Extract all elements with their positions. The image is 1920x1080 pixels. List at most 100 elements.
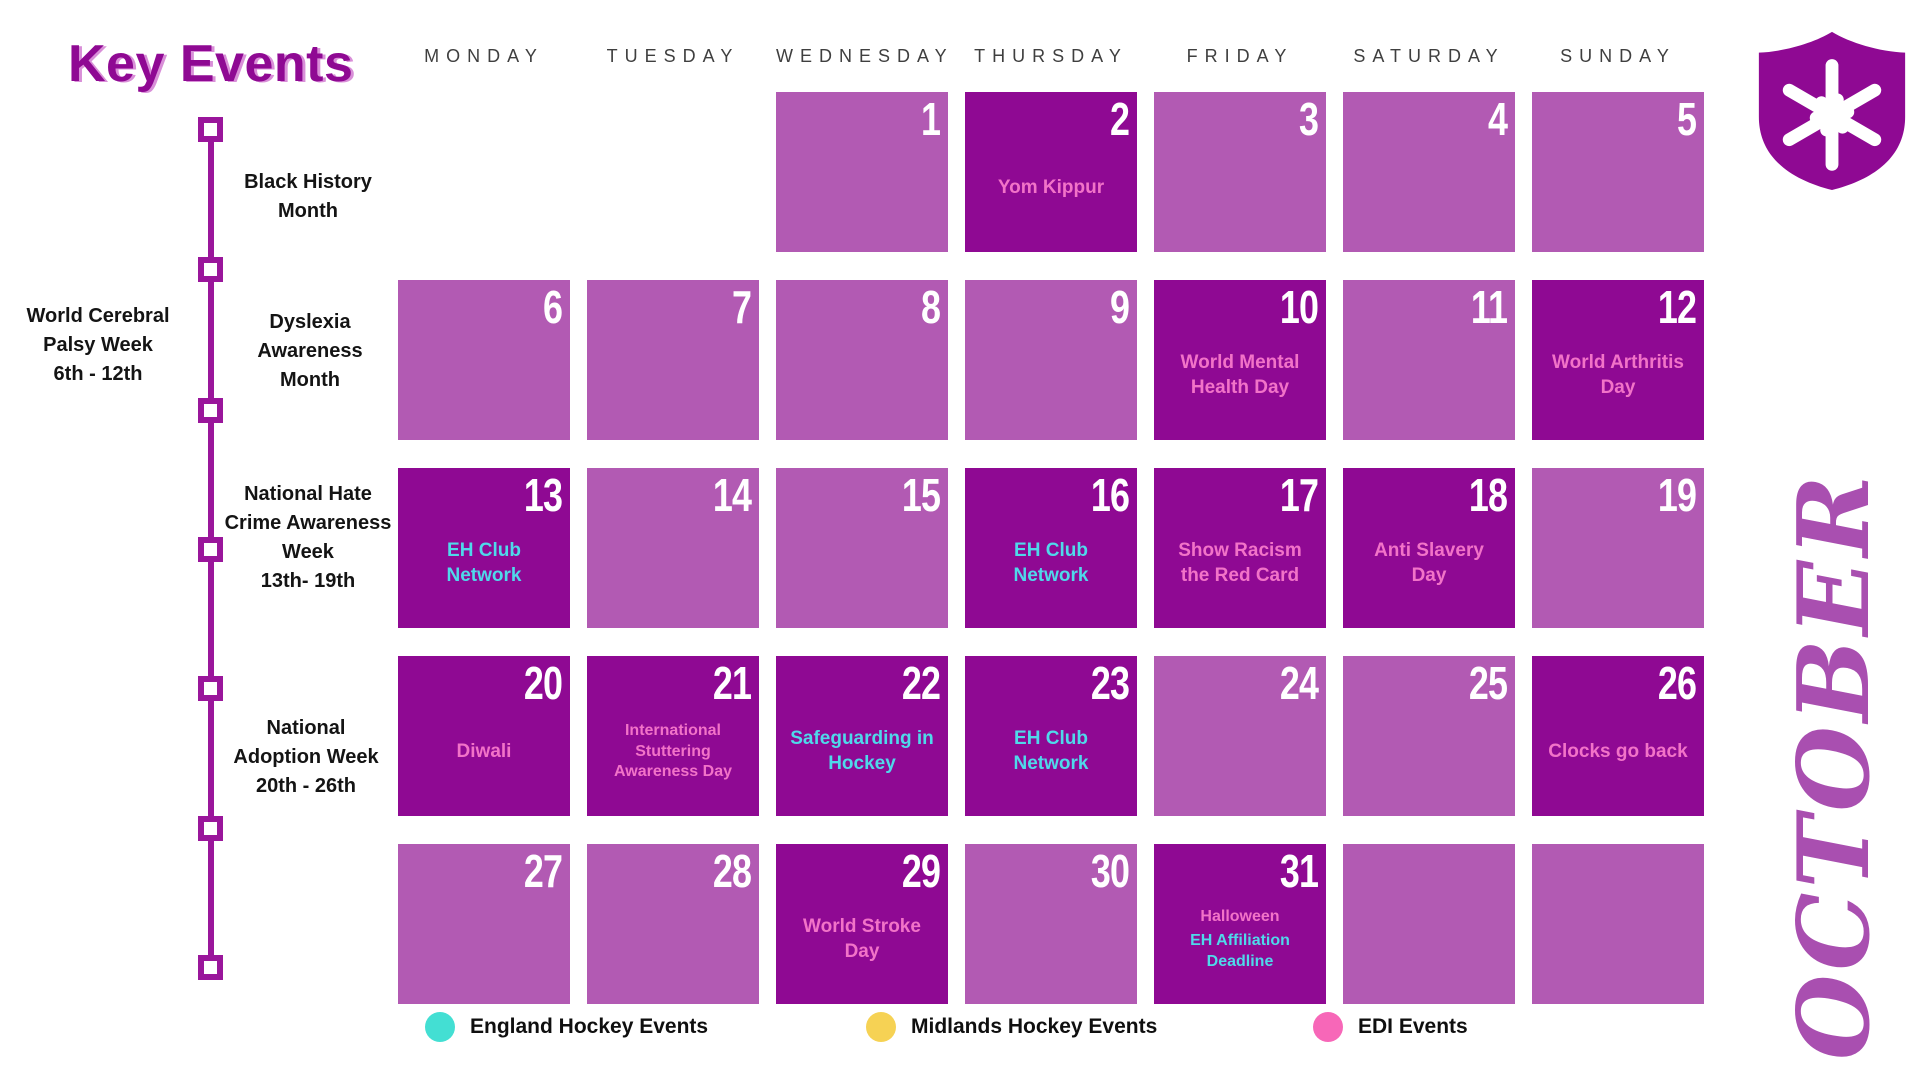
day-number: 27 — [523, 845, 563, 897]
calendar-day-cell: 6 — [398, 280, 570, 440]
hockey-sticks-icon — [1782, 59, 1882, 171]
timeline-node — [198, 117, 223, 142]
timeline-node — [198, 816, 223, 841]
timeline-label-line: Week — [282, 541, 334, 563]
calendar-day-cell: 17 Show Racism the Red Card — [1154, 468, 1326, 628]
weekday-header: WEDNESDAY — [776, 46, 954, 66]
timeline-label-line: National — [266, 717, 346, 739]
event-list — [587, 898, 759, 1004]
day-number: 29 — [901, 845, 941, 897]
event-list: Anti Slavery Day — [1343, 522, 1515, 628]
calendar-day-cell: 9 — [965, 280, 1137, 440]
event-label: International Stuttering Awareness Day — [614, 721, 732, 781]
calendar-day-cell: 26 Clocks go back — [1532, 656, 1704, 816]
day-number: 21 — [712, 657, 752, 709]
event-list: World Arthritis Day — [1532, 334, 1704, 440]
calendar-day-cell: 20 Diwali — [398, 656, 570, 816]
timeline-label-line: Adoption Week — [233, 746, 379, 768]
event-list — [776, 146, 948, 252]
legend-dot — [866, 1012, 896, 1042]
day-number: 3 — [1299, 93, 1319, 145]
event-label: Diwali — [456, 740, 512, 762]
timeline-node — [198, 676, 223, 701]
calendar-grid: 1 2 Yom Kippur 3 4 5 6 7 8 9 10 World Mental Health… — [398, 92, 1704, 1004]
calendar-day-cell: 4 — [1343, 92, 1515, 252]
day-number: 31 — [1279, 845, 1319, 897]
timeline-label-line: Black History — [244, 171, 372, 193]
event-label: Show Racism the Red Card — [1178, 540, 1302, 586]
calendar-day-cell: 8 — [776, 280, 948, 440]
calendar-day-cell: 24 — [1154, 656, 1326, 816]
event-list — [1532, 844, 1704, 1004]
day-number: 19 — [1657, 469, 1697, 521]
calendar-day-cell: 29 World Stroke Day — [776, 844, 948, 1004]
page-title: Key Events — [68, 35, 354, 93]
event-list — [1343, 334, 1515, 440]
calendar-day-cell: 10 World Mental Health Day — [1154, 280, 1326, 440]
day-number: 24 — [1279, 657, 1319, 709]
weekday-header: THURSDAY — [974, 46, 1128, 66]
event-label: EH Affiliation Deadline — [1190, 932, 1290, 970]
calendar-day-cell: 18 Anti Slavery Day — [1343, 468, 1515, 628]
day-number: 20 — [523, 657, 563, 709]
event-list: Show Racism the Red Card — [1154, 522, 1326, 628]
timeline-label: Dyslexia Awareness Month — [226, 308, 394, 395]
day-number: 14 — [712, 469, 752, 521]
calendar-day-cell: 11 — [1343, 280, 1515, 440]
event-list — [398, 898, 570, 1004]
calendar-day-cell: 27 — [398, 844, 570, 1004]
timeline-label-line: 13th- 19th — [260, 570, 356, 592]
event-list — [1532, 146, 1704, 252]
timeline-label-line: National Hate — [244, 483, 372, 505]
day-number: 2 — [1110, 93, 1130, 145]
event-label: EH Club Network — [1013, 728, 1089, 774]
day-number: 10 — [1279, 281, 1319, 333]
legend-item: Midlands Hockey Events — [866, 1012, 1157, 1042]
legend-item: EDI Events — [1313, 1012, 1468, 1042]
timeline-node — [198, 955, 223, 980]
calendar-day-cell: 25 — [1343, 656, 1515, 816]
event-label: Yom Kippur — [997, 176, 1105, 198]
day-number: 4 — [1488, 93, 1508, 145]
calendar-day-cell: 31 Halloween EH Affiliation Deadline — [1154, 844, 1326, 1004]
event-list: Clocks go back — [1532, 710, 1704, 816]
event-list — [1154, 710, 1326, 816]
calendar-day-cell: 19 — [1532, 468, 1704, 628]
timeline-label: National Hate Crime Awareness Week 13th- 19… — [210, 480, 406, 596]
calendar-day-cell: 16 EH Club Network — [965, 468, 1137, 628]
event-list: EH Club Network — [398, 522, 570, 628]
calendar-day-cell — [1343, 844, 1515, 1004]
day-number: 25 — [1468, 657, 1508, 709]
empty-slot — [398, 92, 570, 252]
weekday-header: TUESDAY — [606, 46, 740, 66]
event-label: Anti Slavery Day — [1374, 540, 1484, 586]
timeline-label-line: Awareness — [257, 340, 363, 362]
event-label: Halloween — [1200, 908, 1280, 926]
event-list: Halloween EH Affiliation Deadline — [1154, 898, 1326, 1004]
event-list — [1532, 522, 1704, 628]
event-list: Diwali — [398, 710, 570, 816]
day-number: 6 — [543, 281, 563, 333]
timeline-label-line: Month — [280, 369, 340, 391]
event-label: Safeguarding in Hockey — [790, 728, 934, 774]
day-number: 12 — [1657, 281, 1697, 333]
day-number: 17 — [1279, 469, 1319, 521]
timeline-node — [198, 398, 223, 423]
event-list — [965, 334, 1137, 440]
event-list — [776, 522, 948, 628]
timeline-label-line: Palsy Week — [43, 334, 153, 356]
event-label: EH Club Network — [446, 540, 522, 586]
day-number: 7 — [732, 281, 752, 333]
event-list: EH Club Network — [965, 522, 1137, 628]
event-list — [1343, 844, 1515, 1004]
legend-label: England Hockey Events — [470, 1015, 709, 1038]
weekday-header: MONDAY — [424, 46, 544, 66]
timeline-label-line: World Cerebral — [26, 305, 170, 327]
calendar-day-cell: 22 Safeguarding in Hockey — [776, 656, 948, 816]
day-number: 23 — [1090, 657, 1130, 709]
day-number: 26 — [1657, 657, 1697, 709]
timeline-label-line: 6th - 12th — [53, 363, 143, 385]
calendar-day-cell: 7 — [587, 280, 759, 440]
event-list: World Stroke Day — [776, 898, 948, 1004]
